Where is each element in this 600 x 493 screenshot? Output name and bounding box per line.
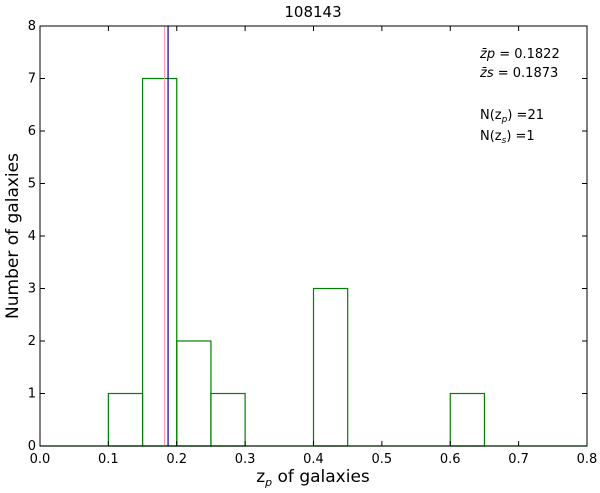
x-axis-label-rest: of galaxies	[272, 467, 370, 487]
n-zp-suffix: ) =21	[507, 108, 544, 123]
y-tick-label: 7	[28, 72, 36, 87]
mean-lines	[163, 26, 169, 446]
y-tick-label: 6	[28, 124, 36, 139]
x-tick-label: 0.5	[372, 452, 393, 467]
axis-ticks: 0.0 0.1 0.2 0.3 0.4 0.5 0.6 0.7 0.8 0 1 2 3 4 5 6 7 8	[28, 19, 598, 467]
mean-zs-symbol: z̄s	[479, 66, 494, 81]
histogram-bar-3	[176, 340, 212, 447]
y-tick-label: 8	[28, 19, 36, 34]
mean-zs-value: = 0.1873	[494, 66, 559, 81]
x-tick-label: 0.2	[166, 452, 187, 467]
histogram-bar-6	[449, 392, 486, 447]
x-axis-label-sub: p	[264, 476, 272, 489]
n-zs-suffix: ) =1	[506, 129, 534, 144]
histogram-bar-2	[141, 77, 178, 447]
stats-annotation: z̄p = 0.1822 z̄s = 0.1873 N(zp) =21 N(zs…	[479, 47, 560, 146]
y-axis-label: Number of galaxies	[3, 153, 23, 319]
n-zs-annotation: N(zs) =1	[480, 129, 535, 146]
histogram-bar-1	[107, 392, 144, 447]
mean-zp-annotation: z̄p = 0.1822	[479, 47, 560, 62]
x-tick-label: 0.8	[577, 452, 598, 467]
x-tick-label: 0.1	[98, 452, 119, 467]
x-tick-label: 0.7	[508, 452, 529, 467]
n-zp-subscript: p	[501, 115, 508, 125]
y-tick-label: 1	[28, 387, 36, 402]
n-zp-prefix: N(z	[480, 108, 502, 123]
y-tick-label: 2	[28, 334, 36, 349]
mean-zp-value: = 0.1822	[495, 47, 560, 62]
x-axis-label: zp of galaxies	[256, 467, 370, 489]
y-tick-label: 3	[28, 282, 36, 297]
n-zp-annotation: N(zp) =21	[480, 108, 544, 125]
x-tick-label: 0.3	[235, 452, 256, 467]
y-tick-label: 4	[28, 229, 36, 244]
plot-frame	[39, 25, 588, 447]
y-tick-label: 0	[28, 439, 36, 454]
y-tick-label: 5	[28, 177, 36, 192]
x-tick-label: 0.4	[303, 452, 324, 467]
mean-zs-annotation: z̄s = 0.1873	[479, 66, 558, 81]
x-axis-label-main: z	[256, 467, 265, 487]
x-tick-label: 0.0	[30, 452, 51, 467]
n-zs-prefix: N(z	[480, 129, 502, 144]
histogram-bar-4	[210, 392, 246, 447]
histogram-bar-5	[312, 287, 349, 447]
histogram-bars	[40, 77, 587, 447]
mean-zp-symbol: z̄p	[479, 47, 495, 62]
chart-title: 108143	[284, 3, 341, 21]
n-zs-subscript: s	[502, 136, 507, 146]
x-tick-label: 0.6	[440, 452, 461, 467]
